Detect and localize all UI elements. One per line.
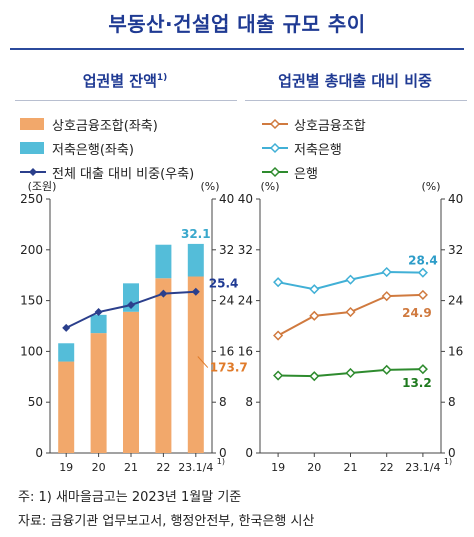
- r-point-0: [345, 306, 356, 318]
- legend-item-savings: 저축은행(좌축): [20, 136, 194, 160]
- r-right-tick-label: 0: [448, 446, 456, 460]
- r-left-axis-unit: (%): [260, 180, 279, 193]
- left-tick-label: 200: [20, 243, 43, 257]
- x-tick-sup: 1): [217, 457, 225, 466]
- legend-item-bank-r: 은행: [262, 160, 366, 184]
- right-axis-unit: (%): [200, 180, 219, 193]
- r-left-tick-label: 24: [238, 294, 253, 308]
- footnote-note: 주: 1) 새마을금고는 2023년 1월말 기준: [18, 490, 242, 505]
- right-tick-label: 16: [219, 344, 234, 358]
- r-point-2: [417, 364, 428, 375]
- footnote-source: 자료: 금융기관 업무보고서, 행정안전부, 한국은행 시산: [18, 514, 315, 529]
- r-point-0: [417, 289, 428, 300]
- r-x-tick-label: 21: [344, 461, 358, 474]
- r-right-tick-label: 16: [448, 344, 463, 358]
- page-title: 부동산·건설업 대출 규모 추이: [108, 12, 366, 36]
- r-point-2: [345, 367, 356, 379]
- share-point: [127, 301, 135, 310]
- legend-line-marker: [262, 166, 288, 178]
- r-left-tick-label: 32: [238, 243, 253, 257]
- r-point-1: [417, 267, 428, 278]
- r-x-tick-label: 22: [380, 461, 394, 474]
- left-tick-label: 100: [20, 344, 43, 358]
- data-label-mutual: 173.7: [210, 361, 248, 375]
- share-point: [159, 289, 168, 298]
- legend-swatch: [20, 118, 44, 130]
- r-right-tick-label: 8: [448, 395, 456, 409]
- bar-mutual-20: [90, 333, 107, 453]
- legend-line-marker: [20, 168, 46, 176]
- legend-line-marker: [262, 118, 288, 130]
- share-point: [94, 308, 103, 317]
- legend-item-mutual-r: 상호금융조합: [262, 112, 366, 136]
- share-point: [62, 323, 71, 332]
- left-panel-title: 업권별 잔액1): [82, 72, 168, 90]
- left-panel-divider: [15, 100, 237, 101]
- r-x-tick-label: 19: [271, 461, 285, 474]
- x-tick-label: 21: [124, 461, 138, 474]
- bar-savings-19: [58, 343, 75, 362]
- legend-line-marker: [262, 142, 288, 154]
- bar-mutual-22: [155, 278, 172, 453]
- r-right-tick-label: 32: [448, 243, 463, 257]
- data-label-leader: [197, 356, 209, 368]
- bar-savings-23.1/4: [187, 243, 204, 277]
- share-point: [191, 287, 200, 296]
- bar-mutual-21: [123, 311, 139, 453]
- legend-swatch: [20, 142, 44, 154]
- r-point-0: [273, 330, 284, 341]
- r-point-1: [273, 277, 284, 288]
- left-tick-label: 250: [20, 192, 43, 206]
- r-point-0: [309, 310, 320, 321]
- left-tick-label: 50: [28, 395, 43, 409]
- r-data-label-mutual: 24.9: [402, 306, 432, 320]
- x-tick-label: 22: [156, 461, 170, 474]
- r-point-2: [309, 371, 320, 382]
- bar-savings-22: [155, 244, 172, 279]
- data-label-savings: 32.1: [181, 227, 211, 241]
- r-point-1: [309, 284, 320, 295]
- r-point-1: [381, 266, 392, 278]
- r-right-axis-unit: (%): [421, 180, 440, 193]
- legend-item-savings-r: 저축은행: [262, 136, 366, 160]
- right-tick-label: 40: [219, 192, 234, 206]
- r-left-tick-label: 0: [245, 446, 253, 460]
- r-point-2: [273, 370, 284, 381]
- title-divider: [10, 48, 464, 50]
- bar-mutual-23.1/4: [187, 276, 204, 453]
- bar-savings-20: [90, 314, 107, 334]
- x-tick-label: 20: [92, 461, 106, 474]
- right-panel-divider: [245, 100, 467, 101]
- left-axis-unit: (조원): [28, 180, 57, 193]
- r-point-0: [381, 291, 392, 302]
- legend-item-share: 전체 대출 대비 비중(우축): [20, 160, 194, 184]
- r-right-tick-label: 40: [448, 192, 463, 206]
- x-tick-label: 19: [59, 461, 73, 474]
- left-legend: 상호금융조합(좌축) 저축은행(좌축) 전체 대출 대비 비중(우축): [20, 112, 194, 184]
- r-left-tick-label: 16: [238, 344, 253, 358]
- right-legend: 상호금융조합 저축은행 은행: [262, 112, 366, 184]
- r-left-tick-label: 40: [238, 192, 253, 206]
- r-x-tick-label: 20: [307, 461, 321, 474]
- r-point-2: [381, 364, 392, 375]
- left-tick-label: 150: [20, 294, 43, 308]
- r-x-tick-sup: 1): [444, 457, 452, 466]
- r-x-tick-label: 23.1/4: [405, 461, 440, 474]
- r-left-tick-label: 8: [245, 395, 253, 409]
- right-tick-label: 32: [219, 243, 234, 257]
- bar-mutual-19: [58, 361, 75, 453]
- r-data-label-bank: 13.2: [402, 376, 432, 390]
- r-right-tick-label: 24: [448, 294, 463, 308]
- r-point-1: [345, 274, 356, 285]
- right-tick-label: 8: [219, 395, 227, 409]
- legend-item-mutual: 상호금융조합(좌축): [20, 112, 194, 136]
- x-tick-label: 23.1/4: [178, 461, 213, 474]
- left-tick-label: 0: [35, 446, 43, 460]
- r-data-label-savings: 28.4: [408, 254, 438, 268]
- right-tick-label: 24: [219, 294, 234, 308]
- right-tick-label: 0: [219, 446, 227, 460]
- data-label-share: 25.4: [209, 277, 239, 291]
- right-panel-title: 업권별 총대출 대비 비중: [278, 72, 432, 90]
